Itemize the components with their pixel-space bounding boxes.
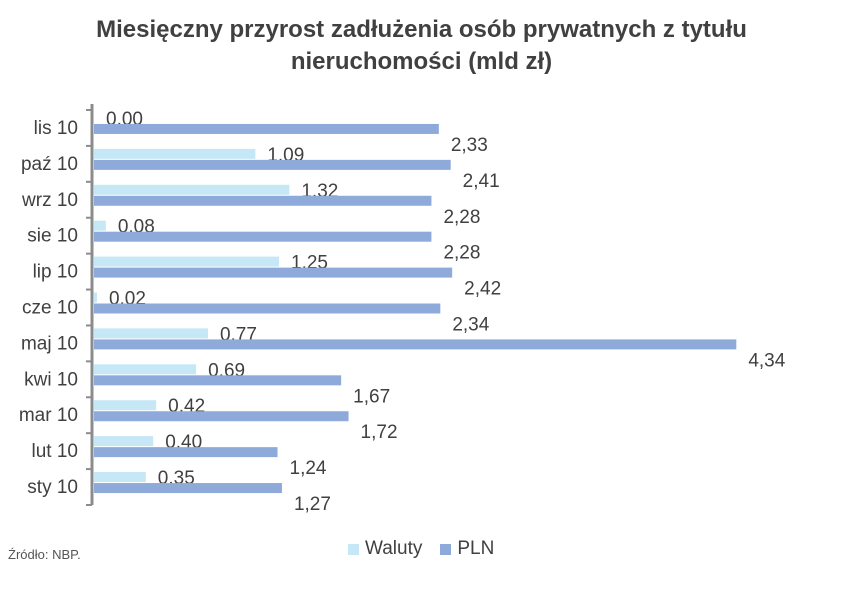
chart-title-line-1: Miesięczny przyrost zadłużenia osób pryw… bbox=[96, 16, 747, 43]
data-label-pln: 2,41 bbox=[463, 171, 500, 192]
bar-waluty bbox=[94, 436, 154, 447]
category-label: cze 10 bbox=[22, 298, 78, 319]
bar-pln bbox=[94, 231, 432, 242]
bar-pln bbox=[94, 447, 278, 458]
bar-pln bbox=[94, 303, 441, 314]
data-label-pln: 1,72 bbox=[361, 422, 398, 443]
bar-pln bbox=[94, 375, 342, 386]
data-label-pln: 2,28 bbox=[443, 207, 480, 228]
category-label: lip 10 bbox=[33, 262, 78, 283]
legend-item-waluty: Waluty bbox=[348, 538, 422, 560]
category-label: maj 10 bbox=[21, 333, 78, 354]
bar-waluty bbox=[94, 184, 290, 195]
source-note: Źródło: NBP. bbox=[8, 547, 81, 562]
bar-pln bbox=[94, 123, 439, 134]
bar-pln bbox=[94, 195, 432, 206]
bar-waluty bbox=[94, 400, 157, 411]
chart-title: Miesięczny przyrost zadłużenia osób pryw… bbox=[0, 14, 843, 78]
category-label: lis 10 bbox=[34, 118, 78, 139]
data-label-pln: 2,42 bbox=[464, 279, 501, 300]
data-label-pln: 2,33 bbox=[451, 135, 488, 156]
bar-waluty bbox=[94, 256, 279, 267]
data-label-pln: 1,67 bbox=[353, 386, 390, 407]
legend-swatch-pln bbox=[440, 543, 452, 555]
chart-legend: Waluty PLN bbox=[348, 536, 512, 562]
bar-waluty bbox=[94, 148, 256, 159]
legend-swatch-waluty bbox=[348, 543, 359, 555]
category-label: lut 10 bbox=[32, 441, 78, 462]
category-label: sty 10 bbox=[27, 477, 78, 498]
bar-pln bbox=[94, 483, 282, 494]
data-label-pln: 2,28 bbox=[443, 243, 480, 264]
data-label-pln: 4,34 bbox=[748, 350, 785, 371]
category-label: kwi 10 bbox=[24, 369, 78, 390]
bar-waluty bbox=[94, 328, 208, 339]
bar-pln bbox=[94, 339, 737, 350]
category-label: paź 10 bbox=[21, 154, 78, 175]
bar-pln bbox=[94, 267, 453, 278]
bar-pln bbox=[94, 159, 451, 170]
legend-label-waluty: Waluty bbox=[365, 538, 423, 559]
legend-item-pln: PLN bbox=[440, 538, 494, 560]
bar-pln bbox=[94, 411, 349, 422]
bar-waluty bbox=[94, 364, 197, 375]
bar-waluty bbox=[94, 220, 106, 231]
data-label-pln: 1,27 bbox=[294, 494, 331, 515]
data-label-pln: 2,34 bbox=[452, 315, 489, 336]
chart-title-line-2: nieruchomości (mld zł) bbox=[290, 48, 553, 75]
bar-waluty bbox=[94, 292, 97, 303]
category-label: sie 10 bbox=[27, 226, 78, 247]
category-label: wrz 10 bbox=[21, 190, 78, 211]
data-label-pln: 1,24 bbox=[290, 458, 327, 479]
category-label: mar 10 bbox=[19, 405, 78, 426]
bar-waluty bbox=[94, 472, 146, 483]
legend-label-pln: PLN bbox=[457, 538, 495, 559]
